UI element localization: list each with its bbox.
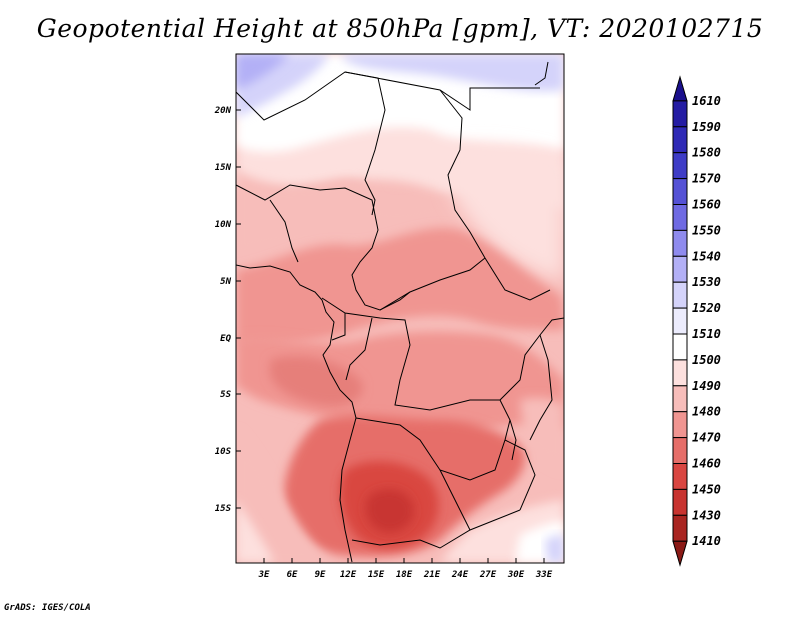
lat-tick-label: 10N: [215, 220, 232, 230]
colorbar-label: 1480: [692, 405, 721, 419]
colorbar-box: [672, 463, 688, 490]
colorbar-box: [672, 307, 688, 335]
lon-tick-label: 15E: [368, 570, 385, 580]
lat-tick-label: 20N: [214, 106, 232, 116]
axis-ticks: 3E 6E 9E 12E 15E 18E 21E 24E 27E 30E 33E 20N 15N 10N 5…: [214, 106, 553, 580]
map-frame: [235, 53, 565, 564]
colorbar-box: [672, 333, 688, 361]
colorbar-label: 1560: [692, 198, 721, 212]
colorbar-label: 1570: [692, 172, 721, 186]
colorbar-label: 1550: [692, 223, 721, 237]
lon-tick-label: 9E: [315, 570, 326, 580]
colorbar-box: [672, 152, 688, 180]
colorbar-box: [672, 178, 688, 206]
colorbar-box: [672, 359, 688, 387]
colorbar-label: 1430: [692, 508, 721, 522]
lat-tick-label: EQ: [220, 334, 231, 344]
colorbar-label: 1460: [692, 457, 721, 471]
colorbar-label: 1510: [692, 327, 721, 341]
colorbar-box: [672, 204, 688, 231]
lat-tick-label: 15S: [215, 504, 232, 514]
colorbar-label: 1520: [692, 301, 721, 315]
colorbar-label: 1540: [692, 249, 721, 263]
lon-tick-label: 27E: [479, 570, 497, 580]
colorbar: 1610 1590 1580 1570 1560 1550 1540 1530 1520 1510…: [672, 75, 721, 567]
map-title: Geopotential Height at 850hPa [gpm], VT:…: [36, 14, 764, 43]
colorbar-box: [672, 255, 688, 283]
colorbar-label: 1490: [692, 379, 721, 393]
lon-tick-label: 24E: [451, 570, 469, 580]
colorbar-box: [672, 411, 688, 439]
lat-tick-label: 10S: [215, 447, 232, 457]
grads-credit: GrADS: IGES/COLA: [4, 603, 91, 613]
colorbar-label: 1410: [692, 534, 721, 548]
colorbar-box: [672, 514, 688, 542]
lon-tick-label: 21E: [423, 570, 441, 580]
colorbar-box: [672, 229, 688, 257]
colorbar-label: 1530: [692, 275, 721, 289]
colorbar-box: [672, 281, 688, 309]
colorbar-label: 1610: [692, 94, 721, 108]
lon-tick-label: 30E: [507, 570, 525, 580]
height-field: [236, 54, 564, 563]
colorbar-label: 1470: [692, 431, 721, 445]
colorbar-box: [672, 100, 688, 128]
lat-tick-label: 5S: [220, 390, 231, 400]
colorbar-label: 1500: [692, 353, 721, 367]
colorbar-bottom-arrow: [672, 540, 688, 567]
colorbar-box: [672, 488, 688, 516]
lon-tick-label: 6E: [287, 570, 298, 580]
colorbar-box: [672, 385, 688, 413]
colorbar-box: [672, 437, 688, 465]
lon-tick-label: 12E: [340, 570, 357, 580]
colorbar-top-arrow: [672, 75, 688, 102]
boundaries: [236, 61, 564, 563]
colorbar-label: 1590: [692, 120, 721, 134]
lon-tick-label: 18E: [396, 570, 413, 580]
colorbar-box: [672, 126, 688, 154]
lon-tick-label: 3E: [258, 570, 270, 580]
lat-tick-label: 15N: [215, 163, 232, 173]
colorbar-label: 1580: [692, 146, 721, 160]
colorbar-label: 1450: [692, 482, 721, 496]
lon-tick-label: 33E: [535, 570, 553, 580]
lat-tick-label: 5N: [220, 277, 231, 287]
